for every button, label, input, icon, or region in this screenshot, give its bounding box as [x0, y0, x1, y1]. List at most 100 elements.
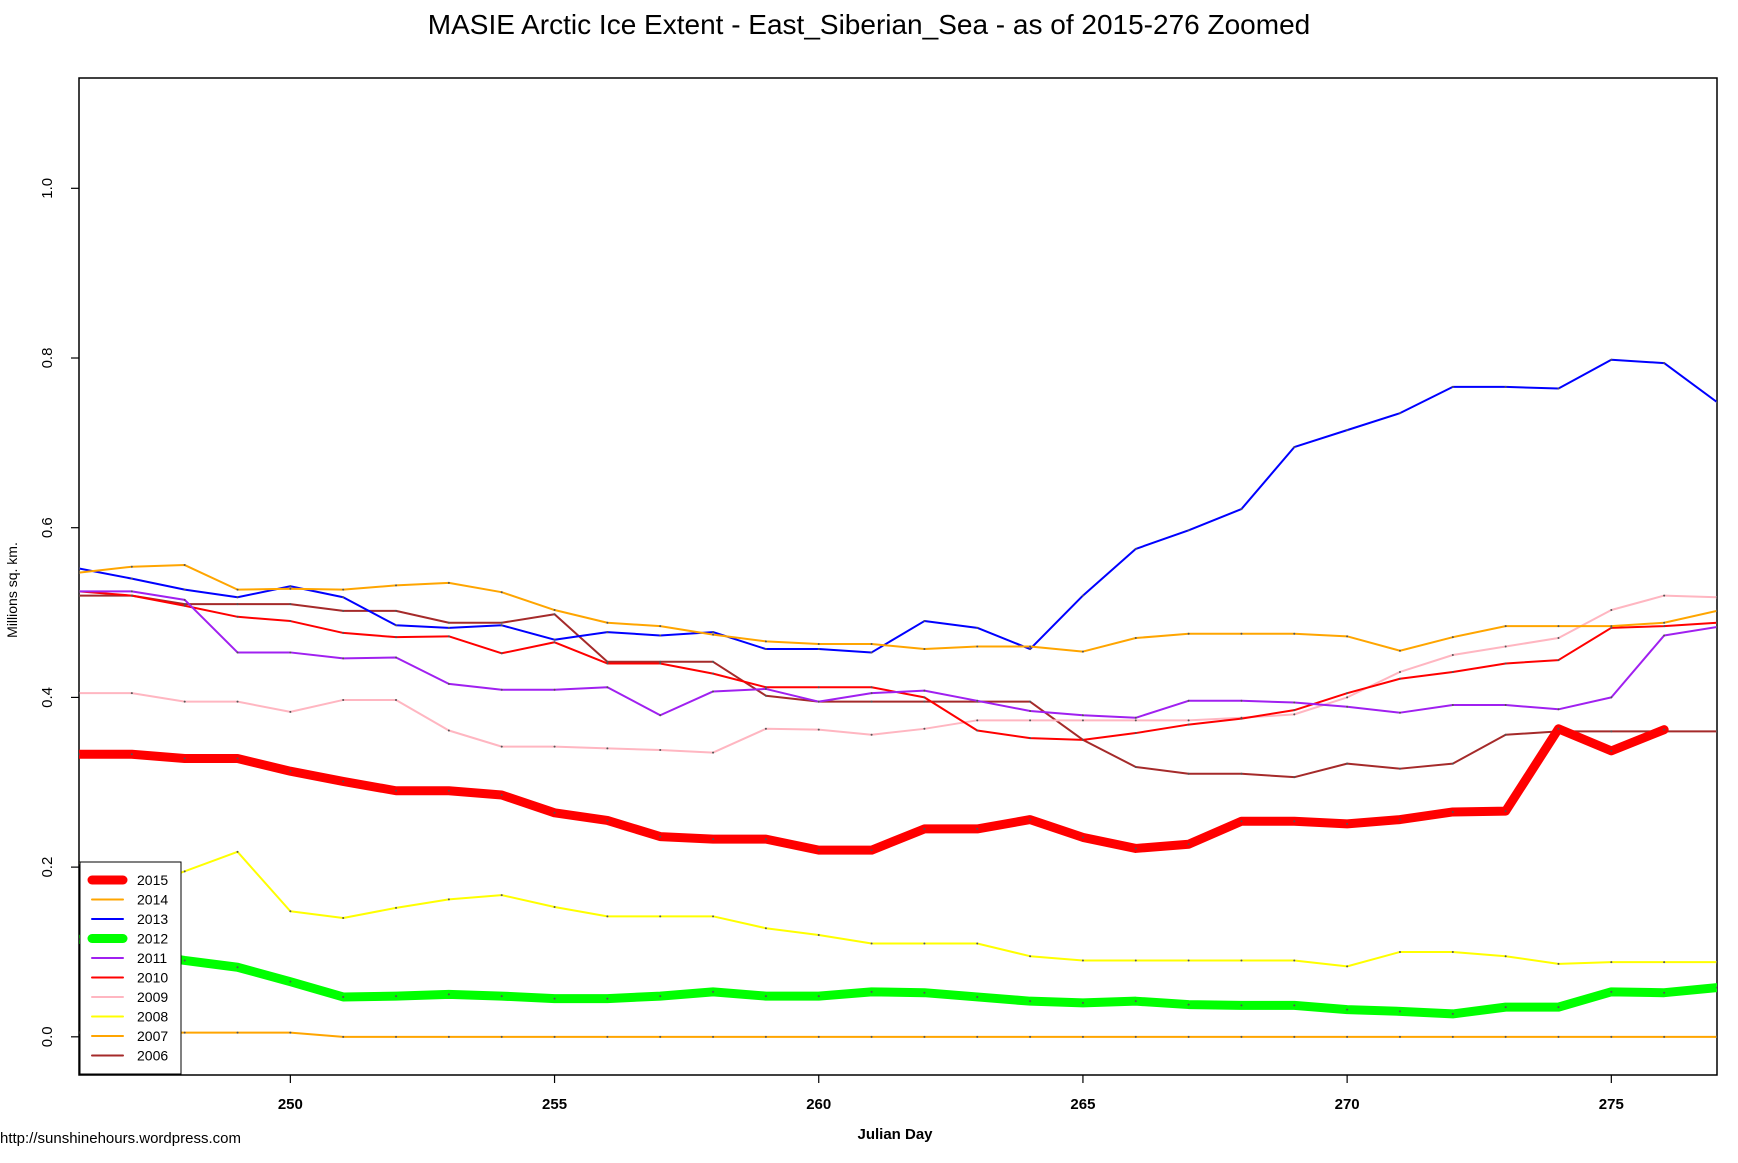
- data-point-2007: [183, 1031, 186, 1034]
- data-point-2014: [1557, 625, 1560, 628]
- data-point-2015: [1134, 847, 1137, 850]
- data-point-2013: [817, 648, 820, 651]
- data-point-2011: [236, 651, 239, 654]
- data-point-2006: [1240, 772, 1243, 775]
- data-point-2007: [1081, 1035, 1084, 1038]
- plot-frame: [78, 77, 1718, 1076]
- data-point-2010: [606, 662, 609, 665]
- data-point-2015: [1610, 749, 1613, 752]
- data-point-2015: [236, 757, 239, 760]
- data-point-2008: [1187, 959, 1190, 962]
- data-point-2014: [447, 581, 450, 584]
- data-point-2013: [183, 588, 186, 591]
- x-tick-label: 270: [1335, 1096, 1360, 1113]
- data-point-2008: [395, 906, 398, 909]
- data-point-2014: [1134, 637, 1137, 640]
- data-point-2006: [1451, 762, 1454, 765]
- data-point-2007: [1663, 1035, 1666, 1038]
- data-point-2009: [1451, 653, 1454, 656]
- data-point-2007: [1293, 1035, 1296, 1038]
- data-point-2013: [1029, 648, 1032, 651]
- y-tick-label: 0.6: [39, 517, 56, 538]
- data-point-2008: [1346, 965, 1349, 968]
- data-point-2014: [1293, 632, 1296, 635]
- data-point-2012: [236, 966, 239, 969]
- legend-label-2012: 2012: [137, 931, 168, 947]
- data-point-2008: [1293, 959, 1296, 962]
- data-point-2006: [764, 694, 767, 697]
- data-point-2006: [870, 700, 873, 703]
- data-point-2010: [659, 662, 662, 665]
- data-point-2014: [79, 571, 80, 574]
- data-point-2007: [764, 1035, 767, 1038]
- data-point-2014: [923, 648, 926, 651]
- data-point-2015: [712, 838, 715, 841]
- data-point-2010: [923, 696, 926, 699]
- data-point-2010: [236, 615, 239, 618]
- data-point-2015: [1081, 836, 1084, 839]
- legend-label-2007: 2007: [137, 1028, 168, 1044]
- data-point-2006: [712, 660, 715, 663]
- series-line-2007: [79, 1031, 1717, 1038]
- data-point-2008: [447, 898, 450, 901]
- data-point-2007: [342, 1035, 345, 1038]
- data-point-2013: [1451, 385, 1454, 388]
- data-point-2011: [130, 590, 133, 593]
- data-point-2011: [764, 687, 767, 690]
- series-line-2006: [79, 594, 1717, 779]
- data-point-2014: [1451, 636, 1454, 639]
- data-point-2014: [817, 642, 820, 645]
- data-point-2012: [817, 995, 820, 998]
- data-point-2015: [764, 838, 767, 841]
- data-point-2011: [1029, 709, 1032, 712]
- data-point-2009: [817, 728, 820, 731]
- legend-box: [79, 861, 182, 1075]
- data-point-2008: [1451, 950, 1454, 953]
- data-point-2011: [1451, 704, 1454, 707]
- data-point-2009: [236, 700, 239, 703]
- data-point-2010: [447, 635, 450, 638]
- data-point-2010: [1663, 625, 1666, 628]
- data-point-2013: [1187, 529, 1190, 532]
- data-point-2010: [130, 594, 133, 597]
- data-point-2014: [764, 640, 767, 643]
- data-point-2006: [1346, 762, 1349, 765]
- data-point-2010: [1081, 738, 1084, 741]
- data-point-2014: [1187, 632, 1190, 635]
- data-point-2014: [1716, 609, 1717, 612]
- data-point-2010: [1610, 626, 1613, 629]
- data-point-2015: [553, 811, 556, 814]
- series-line-2013: [79, 358, 1717, 654]
- data-point-2006: [1134, 765, 1137, 768]
- data-point-2013: [395, 624, 398, 627]
- data-point-2014: [1663, 621, 1666, 624]
- data-point-2013: [1610, 358, 1613, 361]
- data-point-2006: [1504, 733, 1507, 736]
- data-point-2015: [79, 753, 80, 756]
- data-point-2015: [289, 770, 292, 773]
- data-point-2006: [395, 609, 398, 612]
- y-tick-label: 0.8: [39, 348, 56, 369]
- data-point-2011: [1346, 705, 1349, 708]
- data-point-2012: [500, 995, 503, 998]
- data-point-2008: [606, 915, 609, 918]
- data-point-2010: [1398, 677, 1401, 680]
- legend-label-2015: 2015: [137, 872, 168, 888]
- data-point-2012: [1187, 1003, 1190, 1006]
- data-point-2007: [553, 1035, 556, 1038]
- data-point-2008: [1240, 959, 1243, 962]
- data-point-2009: [553, 745, 556, 748]
- y-axis-label: Millions sq. km.: [4, 542, 20, 638]
- data-point-2007: [447, 1035, 450, 1038]
- data-point-2011: [183, 598, 186, 601]
- y-tick-label: 0.0: [39, 1026, 56, 1047]
- data-point-2013: [923, 620, 926, 623]
- data-point-2006: [289, 603, 292, 606]
- data-point-2007: [1451, 1035, 1454, 1038]
- data-point-2015: [1240, 820, 1243, 823]
- data-point-2008: [342, 917, 345, 920]
- data-point-2011: [289, 651, 292, 654]
- data-point-2007: [1187, 1035, 1190, 1038]
- data-point-2007: [1557, 1035, 1560, 1038]
